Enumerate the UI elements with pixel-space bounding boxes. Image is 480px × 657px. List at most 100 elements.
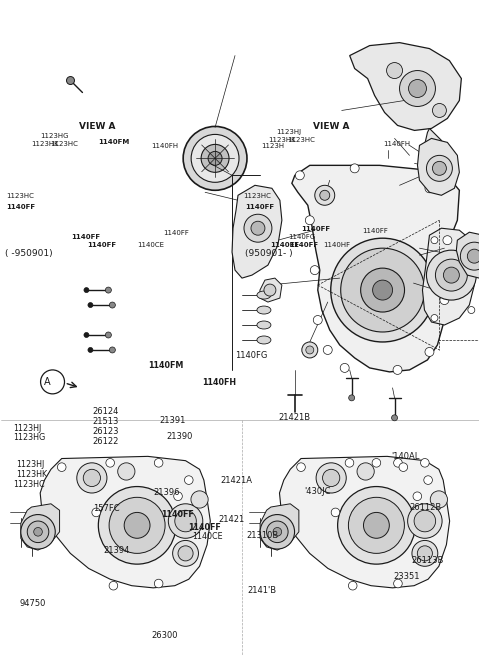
Circle shape	[323, 469, 340, 487]
Circle shape	[106, 332, 111, 338]
Circle shape	[88, 348, 93, 352]
Circle shape	[273, 528, 282, 536]
Circle shape	[323, 346, 332, 354]
Ellipse shape	[257, 306, 271, 314]
Circle shape	[412, 541, 438, 566]
Text: 26122: 26122	[93, 437, 119, 445]
Circle shape	[174, 492, 182, 501]
Text: 157FC: 157FC	[93, 505, 120, 513]
Circle shape	[430, 491, 447, 508]
Circle shape	[420, 459, 429, 467]
Polygon shape	[21, 504, 60, 550]
Text: 21394: 21394	[104, 545, 130, 555]
Text: 2141'B: 2141'B	[247, 586, 276, 595]
Circle shape	[432, 162, 446, 175]
Polygon shape	[418, 139, 459, 195]
Circle shape	[92, 508, 100, 516]
Circle shape	[392, 415, 397, 420]
Circle shape	[244, 214, 272, 242]
Circle shape	[34, 528, 42, 536]
Circle shape	[460, 242, 480, 270]
Circle shape	[106, 459, 115, 467]
Text: 1140FG: 1140FG	[288, 234, 315, 240]
Text: 1140CE: 1140CE	[192, 532, 223, 541]
Circle shape	[208, 151, 222, 166]
Circle shape	[426, 155, 452, 181]
Circle shape	[414, 510, 436, 532]
Polygon shape	[260, 504, 299, 550]
Text: 1140FF: 1140FF	[301, 226, 330, 232]
Text: 21421: 21421	[218, 515, 244, 524]
Text: VIEW A: VIEW A	[313, 122, 350, 131]
Text: 1123HC: 1123HC	[287, 137, 315, 143]
Circle shape	[302, 342, 318, 358]
Text: 1140FF: 1140FF	[163, 231, 189, 237]
Text: 1123HK: 1123HK	[268, 137, 295, 143]
Circle shape	[260, 514, 295, 549]
Circle shape	[316, 463, 346, 493]
Circle shape	[468, 307, 475, 313]
Text: 1140FF: 1140FF	[6, 204, 36, 210]
Text: 1123HJ: 1123HJ	[16, 461, 45, 469]
Circle shape	[341, 248, 424, 332]
Text: 1123HK: 1123HK	[16, 470, 48, 478]
Circle shape	[372, 459, 381, 467]
Circle shape	[84, 332, 89, 338]
Text: 21513: 21513	[93, 417, 119, 426]
Polygon shape	[350, 43, 461, 131]
Circle shape	[251, 221, 265, 235]
Text: 1140FF: 1140FF	[188, 524, 221, 532]
Circle shape	[266, 521, 288, 543]
Circle shape	[435, 259, 468, 291]
Text: 1123HJ: 1123HJ	[276, 129, 301, 135]
Text: 1123HG: 1123HG	[12, 433, 45, 442]
Text: 1140FF: 1140FF	[71, 234, 100, 240]
Circle shape	[394, 459, 402, 467]
Text: 1123HJ: 1123HJ	[12, 424, 41, 433]
Text: 1140FF: 1140FF	[245, 204, 274, 210]
Circle shape	[440, 296, 449, 305]
Ellipse shape	[257, 291, 271, 299]
Text: 1123HC: 1123HC	[6, 193, 34, 199]
Text: 1140HF: 1140HF	[323, 242, 350, 248]
Text: 1140FH: 1140FH	[384, 141, 411, 147]
Text: 1140FF: 1140FF	[161, 510, 194, 519]
Text: 1140FM: 1140FM	[148, 361, 183, 370]
Circle shape	[109, 497, 165, 553]
Circle shape	[426, 250, 476, 300]
Circle shape	[348, 581, 357, 590]
Polygon shape	[232, 185, 282, 278]
Circle shape	[431, 237, 438, 244]
Polygon shape	[292, 166, 459, 372]
Text: 26300: 26300	[152, 631, 178, 640]
Circle shape	[124, 512, 150, 538]
Circle shape	[394, 579, 402, 588]
Circle shape	[337, 487, 415, 564]
Circle shape	[345, 459, 354, 467]
Circle shape	[310, 265, 319, 275]
Text: 1140FM: 1140FM	[98, 139, 130, 145]
Circle shape	[178, 546, 193, 561]
Text: 1140FF: 1140FF	[87, 242, 116, 248]
Circle shape	[357, 463, 374, 480]
Circle shape	[84, 288, 89, 292]
Text: VIEW A: VIEW A	[79, 122, 115, 131]
Polygon shape	[422, 228, 474, 325]
Circle shape	[27, 521, 49, 543]
Text: 26124: 26124	[93, 407, 119, 417]
Text: 26113B: 26113B	[411, 556, 444, 565]
Text: 1140FF: 1140FF	[362, 229, 388, 235]
Circle shape	[184, 476, 193, 484]
Text: 1123HC: 1123HC	[243, 193, 271, 199]
Text: 1140FH: 1140FH	[202, 378, 236, 388]
Circle shape	[313, 315, 322, 325]
Circle shape	[363, 512, 389, 538]
Circle shape	[331, 508, 340, 516]
Text: 1123HC: 1123HC	[12, 480, 44, 489]
Text: ( -950901): ( -950901)	[5, 248, 53, 258]
Circle shape	[468, 249, 480, 263]
Circle shape	[83, 469, 100, 487]
Circle shape	[464, 238, 471, 246]
Ellipse shape	[257, 336, 271, 344]
Circle shape	[425, 348, 434, 357]
